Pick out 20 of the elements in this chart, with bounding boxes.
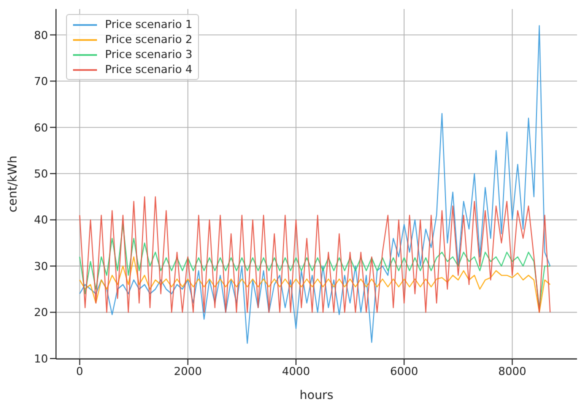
y-tick-label: 20 [34,306,48,320]
y-tick-label: 40 [34,214,48,227]
y-tick-label: 50 [34,168,48,180]
line-series [79,196,551,313]
legend-label: Price scenario 1 [105,17,192,32]
x-tick-label: 6000 [390,364,418,378]
legend-label: Price scenario 4 [105,62,192,77]
x-tick-label: 0 [76,364,84,378]
legend-label: Price scenario 2 [105,32,192,47]
x-axis-title: hours [300,388,334,402]
y-axis-title: cent/kWh [5,156,20,212]
y-tick-label: 30 [34,260,48,273]
x-tick-label: 8000 [498,364,526,378]
y-tick-label: 60 [34,121,48,134]
y-tick-label: 80 [34,28,48,42]
y-tick-label: 70 [34,75,48,88]
y-tick-label: 10 [34,352,48,366]
x-tick-label: 2000 [174,364,202,378]
legend-label: Price scenario 3 [105,47,192,62]
x-tick-label: 4000 [282,364,310,378]
